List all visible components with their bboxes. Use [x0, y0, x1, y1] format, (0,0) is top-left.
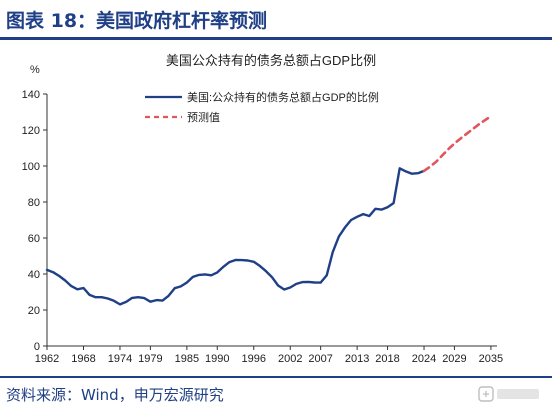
y-tick-label: 60	[28, 233, 40, 245]
y-tick-label: 140	[22, 89, 40, 101]
series-line-forecast	[422, 115, 493, 173]
y-tick-label: 40	[28, 269, 40, 281]
source-note: 资料来源：Wind，申万宏源研究	[6, 386, 224, 404]
x-tick-label: 1968	[71, 353, 95, 365]
y-tick-label: 100	[22, 161, 40, 173]
x-tick-label: 2035	[479, 353, 503, 365]
series-line-actual	[45, 167, 426, 306]
y-tick-label: 20	[28, 305, 40, 317]
y-tick-label: 80	[28, 197, 40, 209]
x-tick-label: 2024	[412, 353, 436, 365]
legend-label-actual: 美国:公众持有的债务总额占GDP的比例	[187, 90, 379, 104]
x-tick-label: 2013	[345, 353, 369, 365]
x-tick-label: 2002	[278, 353, 302, 365]
legend: 美国:公众持有的债务总额占GDP的比例 预测值	[145, 90, 379, 124]
x-tick-label: 1996	[242, 353, 266, 365]
axes: 0 20 40 60 80 100 120 140 1962 1968 1974 1979 1985 19…	[22, 89, 504, 365]
series-layer	[45, 115, 493, 306]
x-tick-label: 1974	[108, 353, 132, 365]
legend-label-forecast: 预测值	[187, 111, 220, 124]
x-tick-label: 1985	[175, 353, 199, 365]
chart-title: 美国公众持有的债务总额占GDP比例	[166, 53, 376, 68]
y-tick-label: 0	[34, 341, 40, 353]
footer-divider	[0, 376, 552, 378]
figure-title: 图表 18：美国政府杠杆率预测	[6, 10, 268, 32]
x-tick-label: 2018	[375, 353, 399, 365]
y-tick-label: 120	[22, 125, 40, 137]
x-tick-label: 1990	[205, 353, 229, 365]
x-tick-label: 1962	[35, 353, 59, 365]
watermark-logo-icon	[478, 386, 539, 402]
figure-footer: 资料来源：Wind，申万宏源研究	[0, 376, 552, 410]
line-chart: 美国公众持有的债务总额占GDP比例 % 0 20 40 60 80 100 120 140 19…	[22, 53, 504, 365]
header-divider	[0, 37, 552, 40]
y-axis-unit-label: %	[30, 64, 40, 76]
x-tick-label: 2007	[308, 353, 332, 365]
x-tick-label: 2029	[442, 353, 466, 365]
figure-header: 图表 18：美国政府杠杆率预测	[0, 0, 552, 40]
chart-area: 美国公众持有的债务总额占GDP比例 % 0 20 40 60 80 100 120 140 19…	[0, 42, 552, 372]
x-tick-label: 1979	[138, 353, 162, 365]
